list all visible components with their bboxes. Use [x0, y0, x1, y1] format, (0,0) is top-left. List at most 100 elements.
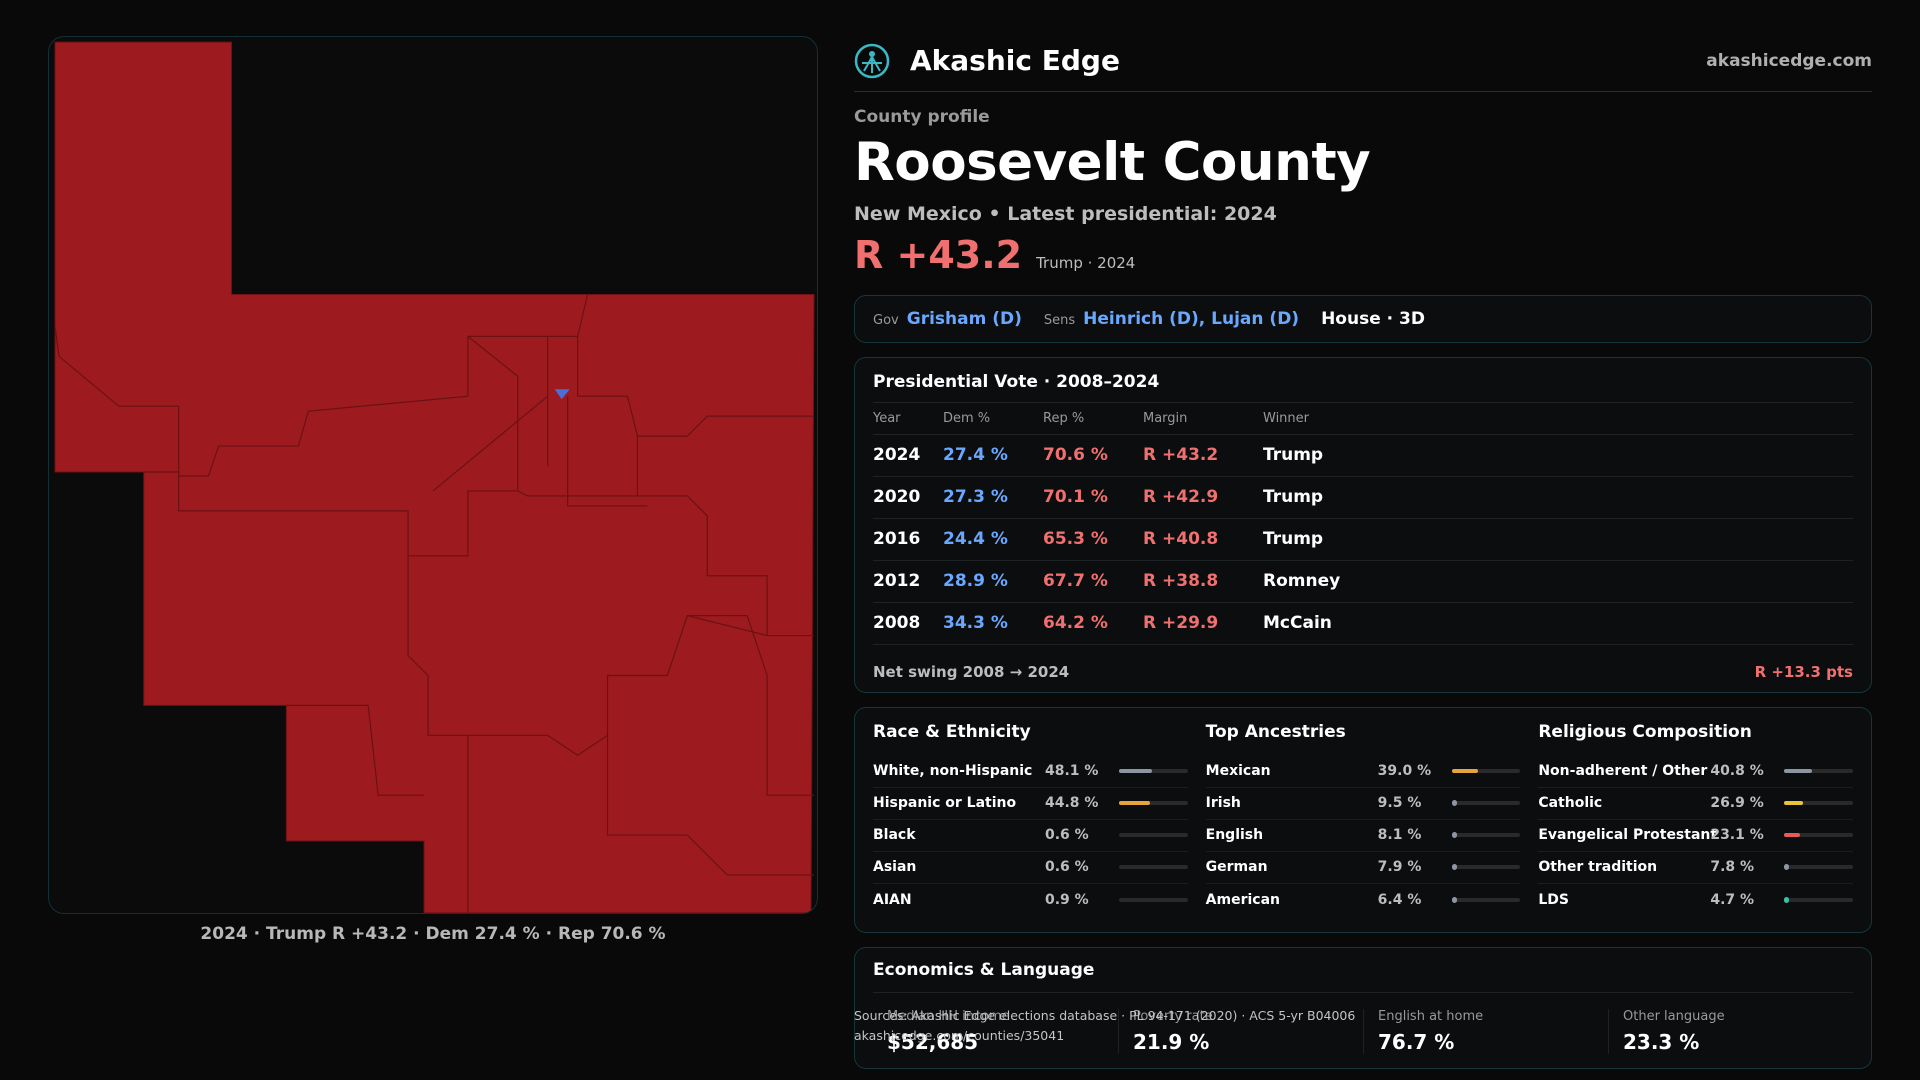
- profile-column: Akashic Edge akashicedge.com County prof…: [854, 30, 1872, 1069]
- county-map-svg: [54, 41, 815, 913]
- stat-bar-fill: [1451, 769, 1479, 774]
- cell-year: 2012: [873, 571, 921, 592]
- econ-value: 21.9 %: [1133, 1029, 1210, 1054]
- county-shape: [54, 41, 815, 913]
- stat-bar-fill: [1119, 769, 1153, 774]
- stat-bar: [1119, 864, 1188, 870]
- county-map[interactable]: [48, 36, 818, 914]
- cell-margin: R +43.2: [1143, 445, 1219, 466]
- table-row: 2008 34.3 % 64.2 % R +29.9 McCain: [873, 603, 1853, 645]
- table-header: Year Dem % Rep % Margin Winner: [873, 401, 1853, 435]
- cell-dem: 28.9 %: [943, 571, 1008, 592]
- demographics-card: Race & Ethnicity White, non-Hispanic 48.1…: [854, 706, 1872, 933]
- cell-margin: R +38.8: [1143, 571, 1219, 592]
- cell-year: 2016: [873, 529, 921, 550]
- cell-rep: 70.1 %: [1043, 487, 1108, 508]
- econ-value: $52,685: [887, 1029, 979, 1054]
- stat-row: Mexican 39.0 %: [1205, 756, 1521, 788]
- cell-winner: Trump: [1263, 445, 1324, 466]
- stat-bar-fill: [1119, 864, 1122, 870]
- stat-percent: 4.7 %: [1710, 891, 1755, 908]
- stat-row: Other tradition 7.8 %: [1538, 852, 1853, 884]
- cell-year: 2008: [873, 613, 921, 634]
- stat-row: German 7.9 %: [1205, 852, 1521, 884]
- stat-bar: [1451, 800, 1521, 807]
- brand-name: Akashic Edge: [910, 44, 1120, 77]
- page-kicker: County profile: [854, 107, 990, 127]
- stat-row: White, non-Hispanic 48.1 %: [873, 756, 1188, 788]
- stat-label: Mexican: [1205, 763, 1271, 780]
- econ-cell: Other language 23.3 %: [1608, 1008, 1853, 1054]
- stat-row: Catholic 26.9 %: [1538, 788, 1853, 820]
- cell-dem: 27.4 %: [943, 445, 1008, 466]
- stat-bar-fill: [1451, 896, 1457, 903]
- column-header: Winner: [1263, 410, 1310, 426]
- precinct-boundaries: [54, 294, 815, 913]
- econ-cell: Poverty rate 21.9 %: [1118, 1008, 1363, 1054]
- ancestries-section: Top Ancestries Mexican 39.0 % Irish 9.5 % En…: [1205, 722, 1521, 918]
- stat-row: AIAN 0.9 %: [873, 884, 1188, 916]
- senators-link[interactable]: Heinrich (D), Lujan (D): [1083, 308, 1300, 329]
- stat-label: English: [1205, 827, 1264, 844]
- stat-label: Hispanic or Latino: [873, 795, 1017, 812]
- source-url-link[interactable]: akashicedge.com/counties/35041: [854, 1028, 1065, 1043]
- cell-winner: Trump: [1263, 487, 1324, 508]
- stat-bar-fill: [1119, 801, 1150, 806]
- stat-bar-fill: [1784, 801, 1803, 806]
- dem-precinct[interactable]: [554, 389, 570, 400]
- econ-label: Poverty rate: [1133, 1008, 1213, 1024]
- stat-percent: 8.1 %: [1377, 827, 1422, 844]
- stat-row: LDS 4.7 %: [1538, 884, 1853, 916]
- econ-value: 76.7 %: [1378, 1029, 1455, 1054]
- stat-bar: [1119, 832, 1188, 838]
- stat-percent: 0.6 %: [1045, 859, 1089, 876]
- econ-value: 23.3 %: [1623, 1029, 1700, 1054]
- stat-row: Non-adherent / Other 40.8 %: [1538, 756, 1853, 788]
- cell-winner: Romney: [1263, 571, 1341, 592]
- stat-percent: 39.0 %: [1377, 763, 1432, 780]
- stat-bar: [1119, 897, 1188, 902]
- cell-rep: 70.6 %: [1043, 445, 1108, 466]
- stat-percent: 26.9 %: [1710, 795, 1764, 812]
- stat-label: White, non-Hispanic: [873, 763, 1033, 780]
- akashic-edge-logo-icon: [854, 43, 890, 78]
- gov-label: Gov: [873, 313, 899, 329]
- margin-value: R +43.2: [854, 232, 1023, 277]
- stat-bar: [1784, 801, 1853, 806]
- cell-winner: McCain: [1263, 613, 1332, 634]
- cell-dem: 24.4 %: [943, 529, 1008, 550]
- cell-dem: 27.3 %: [943, 487, 1008, 508]
- column-header: Dem %: [943, 410, 991, 426]
- officials-bar: Gov Grisham (D) Sens Heinrich (D), Lujan…: [854, 294, 1872, 343]
- column-header: Year: [873, 410, 901, 426]
- stat-row: American 6.4 %: [1206, 884, 1521, 916]
- stat-bar: [1451, 769, 1521, 774]
- stat-bar-fill: [1119, 832, 1122, 838]
- econ-label: Other language: [1623, 1008, 1725, 1024]
- race-ethnicity-section: Race & Ethnicity White, non-Hispanic 48.1…: [873, 722, 1188, 918]
- stat-percent: 0.6 %: [1045, 827, 1089, 844]
- net-swing: Net swing 2008 → 2024 R +13.3 pts: [873, 645, 1853, 681]
- stat-bar: [1784, 769, 1853, 774]
- stat-label: American: [1205, 891, 1280, 908]
- econ-cell: English at home 76.7 %: [1363, 1008, 1608, 1054]
- stat-label: Asian: [873, 859, 917, 876]
- stat-percent: 23.1 %: [1710, 827, 1764, 844]
- table-body: 2024 27.4 % 70.6 % R +43.2 Trump 2020 27.3 % 70…: [873, 435, 1853, 645]
- swing-value: R +13.3 pts: [1754, 662, 1853, 681]
- page-subtitle: New Mexico • Latest presidential: 2024: [854, 202, 1277, 225]
- cell-year: 2024: [873, 445, 921, 466]
- governor-link[interactable]: Grisham (D): [906, 308, 1022, 329]
- stat-bar-fill: [1451, 832, 1457, 839]
- table-row: 2012 28.9 % 67.7 % R +38.8 Romney: [873, 561, 1853, 603]
- stat-percent: 9.5 %: [1377, 795, 1422, 812]
- stat-bar: [1784, 833, 1853, 838]
- cell-winner: Trump: [1263, 529, 1324, 550]
- stat-bar: [1784, 896, 1853, 903]
- stat-row: Black 0.6 %: [873, 820, 1188, 852]
- stat-row: Irish 9.5 %: [1205, 788, 1521, 820]
- site-url-link[interactable]: akashicedge.com: [1706, 50, 1872, 71]
- swing-label: Net swing 2008 → 2024: [873, 662, 1070, 681]
- stat-label: Black: [873, 827, 916, 844]
- page-title: Roosevelt County: [854, 132, 1371, 193]
